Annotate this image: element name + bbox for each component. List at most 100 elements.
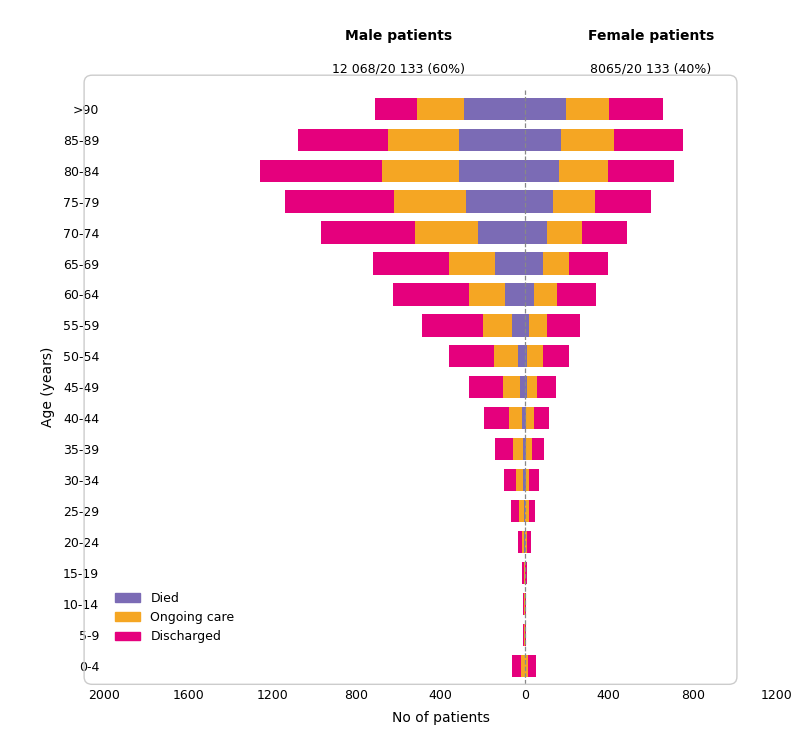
Bar — [537, 376, 556, 399]
Y-axis label: Age (years): Age (years) — [41, 347, 54, 427]
Bar — [525, 531, 527, 553]
Bar — [298, 129, 388, 151]
Bar — [449, 345, 494, 368]
Bar — [524, 623, 525, 646]
Bar — [543, 345, 570, 368]
Bar — [484, 407, 509, 429]
Bar — [417, 98, 464, 120]
Bar — [557, 284, 596, 305]
Bar — [320, 221, 416, 244]
Bar — [566, 98, 609, 120]
Bar — [518, 531, 522, 553]
Bar — [525, 438, 532, 460]
Bar — [525, 623, 526, 646]
Bar — [525, 253, 542, 274]
Bar — [525, 376, 527, 399]
Bar — [525, 469, 529, 491]
Bar — [511, 500, 519, 522]
Bar — [523, 623, 524, 646]
Bar — [525, 314, 529, 337]
Bar — [482, 314, 512, 337]
Bar — [523, 469, 525, 491]
Bar — [595, 190, 651, 213]
Bar — [525, 654, 529, 677]
Bar — [532, 438, 544, 460]
Bar — [525, 221, 547, 244]
X-axis label: No of patients: No of patients — [392, 711, 489, 724]
Bar — [614, 129, 683, 151]
Bar — [553, 190, 595, 213]
Bar — [562, 129, 614, 151]
Text: Male patients: Male patients — [345, 29, 452, 43]
Bar — [504, 469, 517, 491]
Bar — [505, 284, 525, 305]
Bar — [495, 253, 525, 274]
Bar — [285, 190, 394, 213]
Bar — [522, 562, 524, 584]
Bar — [525, 284, 534, 305]
Bar — [529, 314, 547, 337]
Bar — [509, 407, 521, 429]
Bar — [525, 345, 527, 368]
Bar — [529, 500, 535, 522]
Bar — [526, 407, 534, 429]
Bar — [449, 253, 495, 274]
Bar — [393, 284, 469, 305]
Bar — [522, 438, 525, 460]
Bar — [527, 345, 543, 368]
Bar — [525, 407, 526, 429]
Bar — [513, 654, 521, 677]
Bar — [521, 376, 525, 399]
Bar — [525, 129, 562, 151]
Bar — [495, 438, 513, 460]
Bar — [527, 376, 537, 399]
Bar — [582, 221, 626, 244]
Bar — [525, 562, 526, 584]
Bar — [394, 190, 466, 213]
Bar — [608, 159, 674, 182]
Bar — [559, 159, 608, 182]
Bar — [460, 159, 525, 182]
Bar — [547, 221, 582, 244]
Bar — [521, 407, 525, 429]
Bar — [464, 98, 525, 120]
Bar — [525, 500, 529, 522]
Bar — [478, 221, 525, 244]
Bar — [529, 469, 539, 491]
Bar — [469, 376, 502, 399]
Bar — [512, 314, 525, 337]
Bar — [260, 159, 382, 182]
Bar — [525, 98, 566, 120]
Bar — [525, 159, 559, 182]
Legend: Died, Ongoing care, Discharged: Died, Ongoing care, Discharged — [111, 587, 239, 648]
Bar — [416, 221, 478, 244]
Bar — [518, 345, 525, 368]
Bar — [525, 190, 553, 213]
Bar — [519, 500, 524, 522]
Bar — [542, 253, 569, 274]
Bar — [502, 376, 521, 399]
Bar — [517, 469, 523, 491]
Bar — [524, 500, 525, 522]
Bar — [421, 314, 483, 337]
Bar — [534, 284, 557, 305]
Bar — [529, 654, 537, 677]
Bar — [469, 284, 505, 305]
Text: 8065/20 133 (40%): 8065/20 133 (40%) — [590, 62, 711, 75]
Text: 12 068/20 133 (60%): 12 068/20 133 (60%) — [332, 62, 465, 75]
Bar — [609, 98, 663, 120]
Bar — [466, 190, 525, 213]
Bar — [524, 562, 525, 584]
Bar — [388, 129, 460, 151]
Bar — [373, 253, 449, 274]
Bar — [522, 531, 524, 553]
Bar — [534, 407, 549, 429]
Bar — [513, 438, 522, 460]
Bar — [521, 654, 525, 677]
Bar — [382, 159, 460, 182]
Bar — [547, 314, 580, 337]
Bar — [376, 98, 417, 120]
Bar — [494, 345, 518, 368]
Text: Female patients: Female patients — [588, 29, 714, 43]
Bar — [527, 531, 530, 553]
